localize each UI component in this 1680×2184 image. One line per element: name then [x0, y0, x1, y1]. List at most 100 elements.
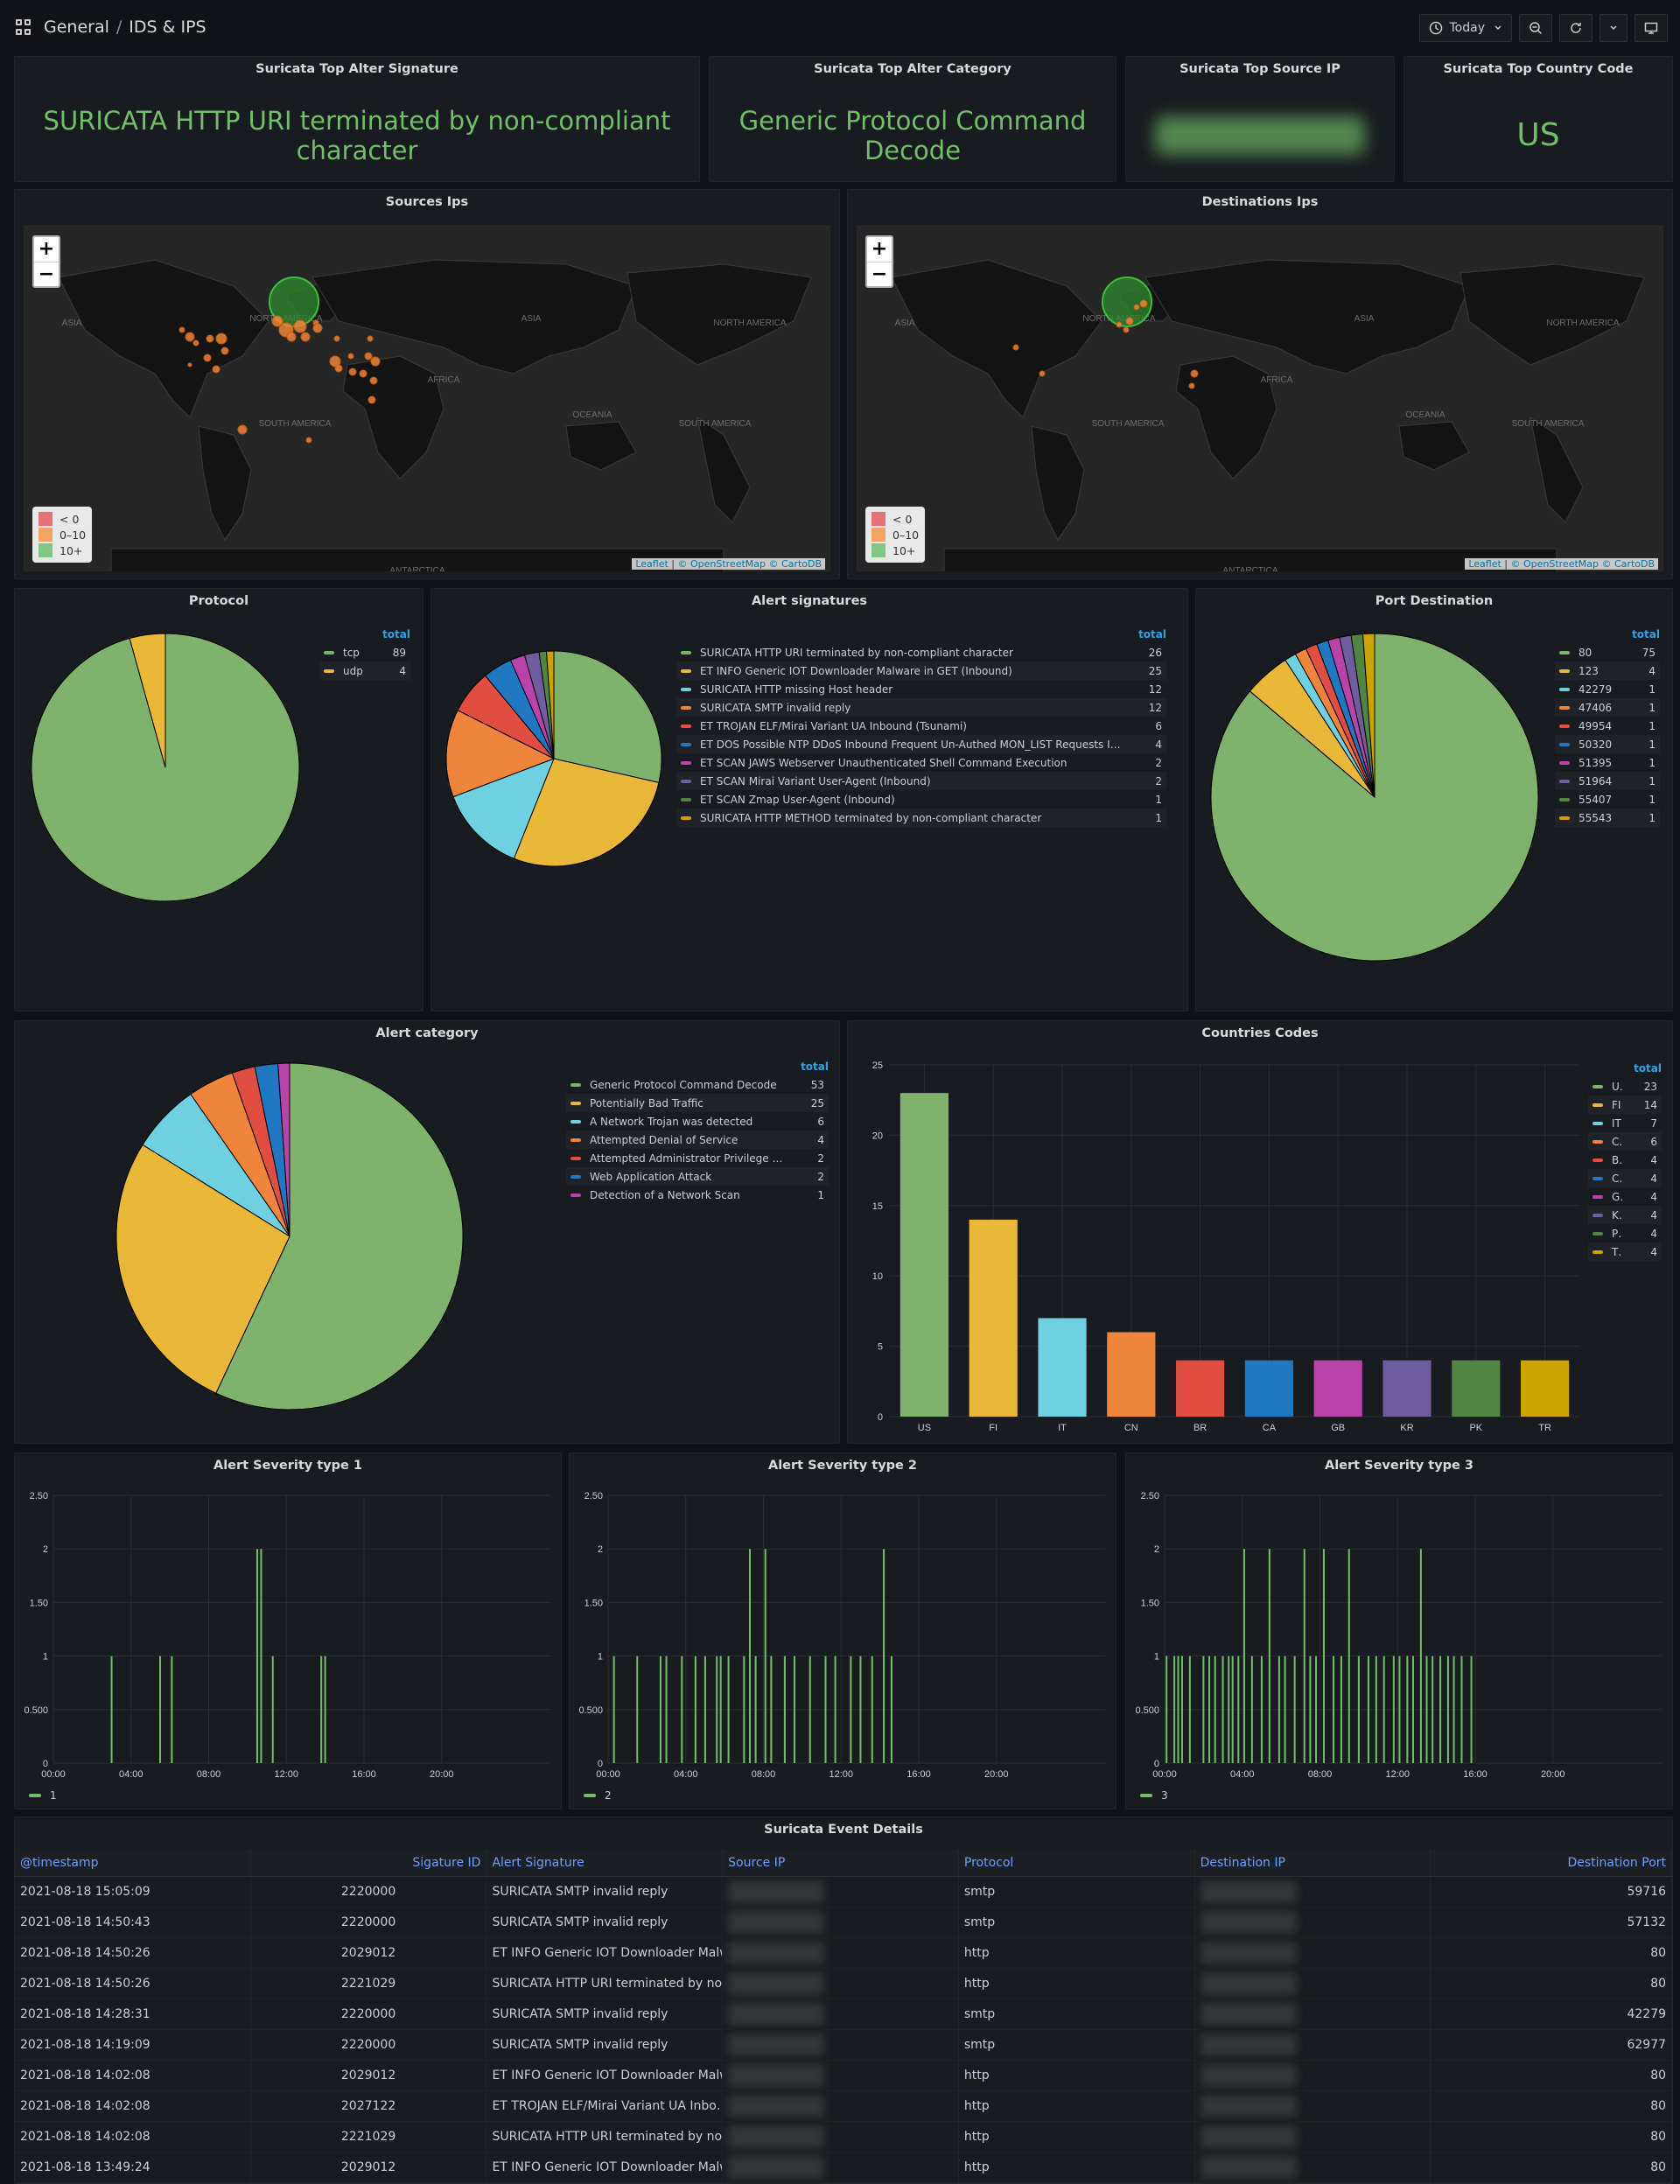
table-row[interactable]: 2021-08-18 14:19:09 2220000 SURICATA SMTP … — [15, 2030, 1672, 2061]
map-bubble[interactable] — [333, 335, 340, 342]
legend-item[interactable]: ET TROJAN ELF/Mirai Variant UA Inbound (… — [676, 717, 1166, 735]
column-header[interactable]: Source IP — [723, 1849, 959, 1876]
table-row[interactable]: 2021-08-18 14:02:08 2221029 SURICATA HTTP … — [15, 2122, 1672, 2152]
map-bubble[interactable] — [1125, 317, 1134, 326]
column-header[interactable]: @timestamp — [15, 1849, 251, 1876]
map-bubble[interactable] — [1133, 304, 1140, 311]
bar[interactable] — [1313, 1360, 1362, 1417]
map-bubble[interactable] — [334, 364, 343, 373]
map-bubble[interactable] — [1139, 299, 1148, 308]
table-row[interactable]: 2021-08-18 14:50:26 2221029 SURICATA HTTP … — [15, 1969, 1672, 1999]
osm-link[interactable]: © OpenStreetMap — [1510, 558, 1599, 570]
series-legend[interactable]: 1 — [29, 1789, 57, 1802]
table-row[interactable]: 2021-08-18 14:02:08 2029012 ET INFO Generi… — [15, 2061, 1672, 2091]
column-header[interactable]: Alert Signature — [486, 1849, 724, 1876]
column-header[interactable]: Destination IP — [1195, 1849, 1432, 1876]
map-bubble[interactable] — [369, 376, 378, 385]
map-bubble[interactable] — [359, 369, 368, 378]
pie-slice[interactable] — [452, 758, 555, 859]
tv-mode-button[interactable] — [1634, 14, 1668, 42]
map-bubble-large[interactable] — [1102, 276, 1152, 327]
refresh-interval-button[interactable] — [1600, 14, 1628, 42]
legend-item[interactable]: IT 7 — [1588, 1114, 1662, 1132]
bar[interactable] — [1176, 1360, 1225, 1417]
legend-item[interactable]: 49954 1 — [1555, 717, 1660, 735]
table-row[interactable]: 2021-08-18 13:49:24 2029012 ET INFO Generi… — [15, 2152, 1672, 2183]
legend-item[interactable]: Attempted Denial of Service 4 — [566, 1130, 829, 1149]
map-bubble[interactable] — [305, 437, 312, 444]
map-bubble[interactable] — [185, 332, 195, 342]
legend-header[interactable]: total — [1634, 1062, 1662, 1074]
legend-item[interactable]: 51964 1 — [1555, 772, 1660, 790]
map-bubble[interactable] — [1188, 382, 1195, 389]
legend-item[interactable]: 55543 1 — [1555, 808, 1660, 827]
bar[interactable] — [1038, 1318, 1087, 1417]
legend-item[interactable]: SURICATA HTTP METHOD terminated by non-c… — [676, 808, 1166, 827]
map-bubble[interactable] — [271, 315, 284, 327]
pie-slice[interactable] — [445, 710, 556, 798]
zoom-in-button[interactable]: + — [38, 238, 55, 260]
bar[interactable] — [1521, 1360, 1570, 1417]
legend-item[interactable]: A Network Trojan was detected 6 — [566, 1112, 829, 1130]
legend-item[interactable]: CA 4 — [1588, 1169, 1662, 1187]
pie-slice[interactable] — [116, 1144, 290, 1394]
map-bubble[interactable] — [1190, 369, 1199, 378]
time-picker-button[interactable]: Today — [1418, 14, 1512, 42]
leaflet-link[interactable]: Leaflet — [1468, 558, 1502, 570]
legend-item[interactable]: ET DOS Possible NTP DDoS Inbound Frequen… — [676, 735, 1166, 753]
legend-item[interactable]: Detection of a Network Scan 1 — [566, 1186, 829, 1204]
pie-slice[interactable] — [545, 650, 555, 760]
map-bubble[interactable] — [312, 323, 323, 333]
legend-header[interactable]: total — [1632, 628, 1660, 640]
map-bubble[interactable] — [364, 352, 373, 360]
map-bubble[interactable] — [1116, 321, 1123, 328]
bar[interactable] — [1107, 1332, 1156, 1417]
map-bubble[interactable] — [203, 354, 212, 362]
map-bubble[interactable] — [1012, 344, 1019, 351]
table-row[interactable]: 2021-08-18 14:50:26 2029012 ET INFO Generi… — [15, 1938, 1672, 1969]
legend-item[interactable]: SURICATA SMTP invalid reply 12 — [676, 698, 1166, 717]
map-bubble[interactable] — [347, 353, 354, 360]
map-bubble[interactable] — [178, 326, 186, 333]
legend-item[interactable]: SURICATA HTTP missing Host header 12 — [676, 680, 1166, 698]
bar[interactable] — [1244, 1360, 1293, 1417]
table-row[interactable]: 2021-08-18 14:02:08 2027122 ET TROJAN ELF/… — [15, 2091, 1672, 2122]
legend-item[interactable]: 50320 1 — [1555, 735, 1660, 753]
series-legend[interactable]: 3 — [1140, 1789, 1168, 1802]
pie-slice[interactable] — [1362, 633, 1376, 798]
map-bubble[interactable] — [212, 365, 220, 374]
osm-link[interactable]: © OpenStreetMap — [677, 558, 766, 570]
map-bubble[interactable] — [237, 424, 248, 435]
bar[interactable] — [1382, 1360, 1432, 1417]
table-row[interactable]: 2021-08-18 15:05:09 2220000 SURICATA SMTP … — [15, 1877, 1672, 1908]
apps-grid-icon[interactable] — [16, 19, 32, 35]
bar[interactable] — [969, 1219, 1018, 1417]
legend-item[interactable]: Web Application Attack 2 — [566, 1167, 829, 1186]
map-bubble[interactable] — [348, 368, 357, 376]
legend-header[interactable]: total — [1138, 628, 1166, 640]
legend-item[interactable]: Potentially Bad Traffic 25 — [566, 1094, 829, 1112]
zoom-in-button[interactable]: + — [871, 238, 888, 260]
legend-item[interactable]: 55407 1 — [1555, 790, 1660, 808]
legend-item[interactable]: TR 4 — [1588, 1242, 1662, 1261]
map-bubble[interactable] — [286, 332, 297, 342]
carto-link[interactable]: © CartoDB — [768, 558, 822, 570]
map-bubble[interactable] — [300, 332, 311, 342]
legend-header[interactable]: total — [382, 628, 410, 640]
map-bubble[interactable] — [370, 356, 381, 367]
legend-item[interactable]: PK 4 — [1588, 1224, 1662, 1242]
legend-item[interactable]: ET SCAN Mirai Variant User-Agent (Inboun… — [676, 772, 1166, 790]
series-legend[interactable]: 2 — [584, 1789, 612, 1802]
map-bubble[interactable] — [368, 396, 376, 404]
legend-item[interactable]: 42279 1 — [1555, 680, 1660, 698]
pie-slice[interactable] — [277, 1062, 290, 1237]
map-bubble[interactable] — [187, 362, 192, 368]
legend-item[interactable]: 51395 1 — [1555, 753, 1660, 772]
map-bubble[interactable] — [206, 334, 214, 343]
leaflet-link[interactable]: Leaflet — [635, 558, 668, 570]
legend-item[interactable]: GB 4 — [1588, 1187, 1662, 1206]
column-header[interactable]: Protocol — [959, 1849, 1195, 1876]
